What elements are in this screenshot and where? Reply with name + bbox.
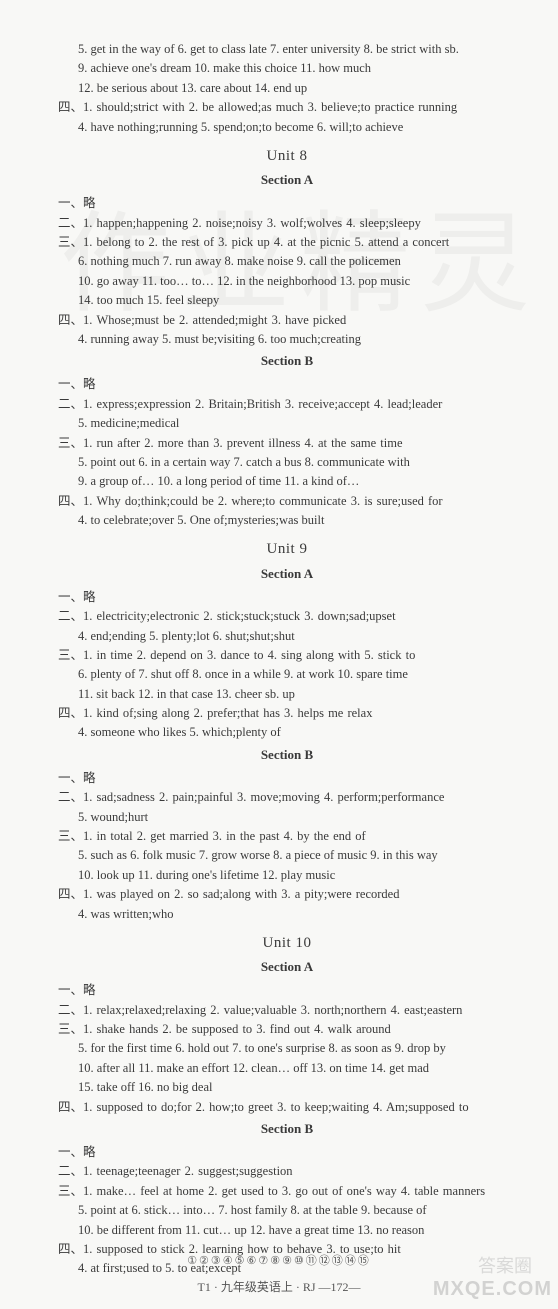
text-line: 四、1. Why do;think;could be 2. where;to c…: [58, 492, 516, 511]
section-title: Section B: [58, 351, 516, 371]
text-line: 6. plenty of 7. shut off 8. once in a wh…: [58, 665, 516, 684]
text-line: 11. sit back 12. in that case 13. cheer …: [58, 685, 516, 704]
page-circles: ①②③④⑤⑥⑦⑧⑨⑩⑪⑫⑬⑭⑮: [0, 1253, 558, 1270]
text-line: 四、1. Whose;must be 2. attended;might 3. …: [58, 311, 516, 330]
text-line: 二、1. relax;relaxed;relaxing 2. value;val…: [58, 1001, 516, 1020]
text-line: 三、1. in time 2. depend on 3. dance to 4.…: [58, 646, 516, 665]
text-line: 二、1. happen;happening 2. noise;noisy 3. …: [58, 214, 516, 233]
text-line: 一、略: [58, 375, 516, 394]
text-line: 三、1. run after 2. more than 3. prevent i…: [58, 434, 516, 453]
page: 作业精灵 5. get in the way of 6. get to clas…: [0, 0, 558, 1309]
text-line: 一、略: [58, 981, 516, 1000]
text-line: 二、1. sad;sadness 2. pain;painful 3. move…: [58, 788, 516, 807]
text-line: 9. achieve one's dream 10. make this cho…: [58, 59, 516, 78]
text-line: 10. go away 11. too… to… 12. in the neig…: [58, 272, 516, 291]
text-line: 10. look up 11. during one's lifetime 12…: [58, 866, 516, 885]
section-title: Section A: [58, 564, 516, 584]
text-line: 4. running away 5. must be;visiting 6. t…: [58, 330, 516, 349]
text-line: 三、1. shake hands 2. be supposed to 3. fi…: [58, 1020, 516, 1039]
section-title: Section B: [58, 1119, 516, 1139]
text-line: 4. was written;who: [58, 905, 516, 924]
text-line: 5. get in the way of 6. get to class lat…: [58, 40, 516, 59]
section-title: Section B: [58, 745, 516, 765]
unit-title: Unit 8: [58, 145, 516, 168]
text-line: 5. such as 6. folk music 7. grow worse 8…: [58, 846, 516, 865]
text-line: 5. point out 6. in a certain way 7. catc…: [58, 453, 516, 472]
unit-title: Unit 9: [58, 538, 516, 561]
text-line: 四、1. was played on 2. so sad;along with …: [58, 885, 516, 904]
text-line: 四、1. supposed to do;for 2. how;to greet …: [58, 1098, 516, 1117]
text-line: 10. be different from 11. cut… up 12. ha…: [58, 1221, 516, 1240]
text-line: 二、1. express;expression 2. Britain;Briti…: [58, 395, 516, 414]
text-line: 三、1. make… feel at home 2. get used to 3…: [58, 1182, 516, 1201]
text-line: 四、1. kind of;sing along 2. prefer;that h…: [58, 704, 516, 723]
text-line: 5. medicine;medical: [58, 414, 516, 433]
text-line: 4. to celebrate;over 5. One of;mysteries…: [58, 511, 516, 530]
section-title: Section A: [58, 957, 516, 977]
text-line: 4. someone who likes 5. which;plenty of: [58, 723, 516, 742]
text-line: 5. point at 6. stick… into… 7. host fami…: [58, 1201, 516, 1220]
text-line: 三、1. belong to 2. the rest of 3. pick up…: [58, 233, 516, 252]
text-line: 二、1. teenage;teenager 2. suggest;suggest…: [58, 1162, 516, 1181]
text-line: 一、略: [58, 194, 516, 213]
text-line: 5. wound;hurt: [58, 808, 516, 827]
text-line: 14. too much 15. feel sleepy: [58, 291, 516, 310]
text-line: 三、1. in total 2. get married 3. in the p…: [58, 827, 516, 846]
text-line: 四、1. should;strict with 2. be allowed;as…: [58, 98, 516, 117]
text-line: 5. for the first time 6. hold out 7. to …: [58, 1039, 516, 1058]
unit-title: Unit 10: [58, 932, 516, 955]
text-line: 二、1. electricity;electronic 2. stick;stu…: [58, 607, 516, 626]
text-line: 6. nothing much 7. run away 8. make nois…: [58, 252, 516, 271]
watermark-site: MXQE.COM: [433, 1274, 552, 1305]
text-line: 4. have nothing;running 5. spend;on;to b…: [58, 118, 516, 137]
text-line: 一、略: [58, 1143, 516, 1162]
text-line: 一、略: [58, 588, 516, 607]
text-line: 4. end;ending 5. plenty;lot 6. shut;shut…: [58, 627, 516, 646]
text-line: 15. take off 16. no big deal: [58, 1078, 516, 1097]
text-line: 9. a group of… 10. a long period of time…: [58, 472, 516, 491]
text-line: 一、略: [58, 769, 516, 788]
section-title: Section A: [58, 170, 516, 190]
text-line: 10. after all 11. make an effort 12. cle…: [58, 1059, 516, 1078]
text-line: 12. be serious about 13. care about 14. …: [58, 79, 516, 98]
